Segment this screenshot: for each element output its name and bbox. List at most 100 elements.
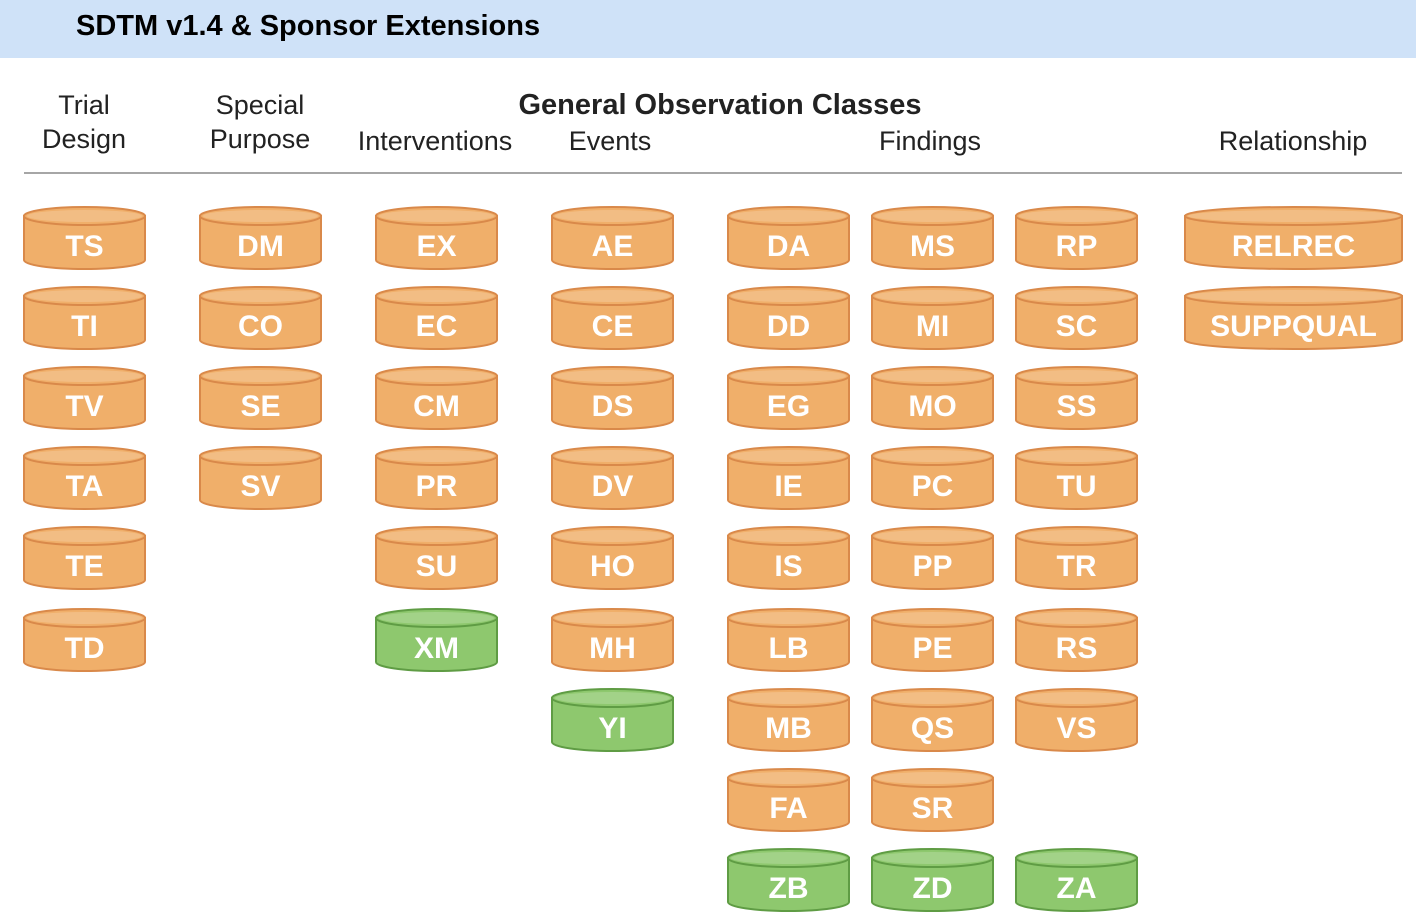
domain-cylinder-dv: DV <box>551 446 674 510</box>
cylinder-top <box>727 688 850 708</box>
cylinder-top-highlight <box>27 210 142 222</box>
domain-cylinder-dd: DD <box>727 286 850 350</box>
cylinder-top <box>871 446 994 466</box>
cylinder-top <box>871 366 994 386</box>
domain-code: CE <box>592 310 634 343</box>
domain-code: SC <box>1056 310 1098 343</box>
cylinder-top <box>1015 848 1138 868</box>
cylinder-top <box>727 768 850 788</box>
domain-cylinder-te: TE <box>23 526 146 590</box>
cylinder-top-highlight <box>379 290 494 302</box>
cylinder-top <box>1015 446 1138 466</box>
cylinder-body <box>23 535 146 590</box>
cylinder-body <box>375 215 498 270</box>
cylinder-body <box>375 295 498 350</box>
domain-code: IS <box>774 550 802 583</box>
domain-code: AE <box>592 230 634 263</box>
cylinder-top <box>1015 608 1138 628</box>
domain-code: ZA <box>1057 872 1097 905</box>
domain-cylinder-yi: YI <box>551 688 674 752</box>
domain-cylinder-zb: ZB <box>727 848 850 912</box>
page-title: SDTM v1.4 & Sponsor Extensions <box>76 10 541 42</box>
domain-cylinder-relrec: RELREC <box>1184 206 1403 270</box>
domain-code: TV <box>65 390 103 423</box>
domain-code: IE <box>774 470 802 503</box>
cylinder-top-highlight <box>875 210 990 222</box>
cylinder-body <box>551 215 674 270</box>
cylinder-body <box>871 535 994 590</box>
header-trial-design-line2: Design <box>41 124 127 154</box>
cylinder-body <box>23 215 146 270</box>
domain-code: SV <box>240 470 280 503</box>
domain-cylinder-mb: MB <box>727 688 850 752</box>
domain-code: TS <box>65 230 103 263</box>
cylinder-top-highlight <box>731 530 846 542</box>
cylinder-top-highlight <box>379 530 494 542</box>
cylinder-top <box>871 768 994 788</box>
domain-code: DA <box>767 230 810 263</box>
domain-code: ZD <box>913 872 953 905</box>
cylinder-body <box>199 375 322 430</box>
cylinder-body <box>871 857 994 912</box>
domain-code: MH <box>589 632 636 665</box>
domain-code: SE <box>240 390 280 423</box>
header-trial-design-line1: Trial <box>58 90 110 120</box>
domain-cylinder-za: ZA <box>1015 848 1138 912</box>
cylinder-top-highlight <box>27 530 142 542</box>
domain-cylinder-se: SE <box>199 366 322 430</box>
cylinder-top <box>551 286 674 306</box>
domain-code: CM <box>413 390 460 423</box>
cylinder-top-highlight <box>875 692 990 704</box>
cylinder-body <box>727 375 850 430</box>
cylinder-top-highlight <box>731 692 846 704</box>
cylinder-top-highlight <box>1188 290 1399 302</box>
cylinder-top <box>23 608 146 628</box>
cylinder-top-highlight <box>731 210 846 222</box>
domain-cylinder-sc: SC <box>1015 286 1138 350</box>
domain-cylinder-ie: IE <box>727 446 850 510</box>
cylinder-body <box>727 697 850 752</box>
cylinder-top-highlight <box>27 450 142 462</box>
cylinder-top-highlight <box>203 210 318 222</box>
cylinder-top-highlight <box>875 852 990 864</box>
header-events: Events <box>568 126 652 156</box>
cylinder-top-highlight <box>555 290 670 302</box>
cylinder-top-highlight <box>731 290 846 302</box>
cylinder-top-highlight <box>875 772 990 784</box>
cylinder-top <box>375 446 498 466</box>
cylinder-body <box>551 535 674 590</box>
cylinder-top <box>1184 206 1403 226</box>
cylinder-top <box>551 608 674 628</box>
cylinder-body <box>1015 857 1138 912</box>
domain-code: QS <box>911 712 954 745</box>
cylinder-top <box>551 688 674 708</box>
domain-code: TU <box>1057 470 1097 503</box>
cylinder-body <box>375 617 498 672</box>
cylinder-body <box>871 617 994 672</box>
domain-code: MS <box>910 230 955 263</box>
cylinder-top <box>375 366 498 386</box>
domain-cylinder-ti: TI <box>23 286 146 350</box>
domain-cylinder-pc: PC <box>871 446 994 510</box>
domain-cylinder-pr: PR <box>375 446 498 510</box>
domain-code: VS <box>1056 712 1096 745</box>
cylinder-top-highlight <box>379 450 494 462</box>
header-special-purpose: Special Purpose <box>190 88 330 156</box>
cylinder-body <box>199 295 322 350</box>
cylinder-body <box>1015 215 1138 270</box>
cylinder-body <box>551 375 674 430</box>
cylinder-top-highlight <box>203 450 318 462</box>
cylinder-top-highlight <box>875 612 990 624</box>
cylinder-body <box>375 455 498 510</box>
domain-code: CO <box>238 310 283 343</box>
cylinder-top <box>1015 206 1138 226</box>
domain-cylinder-suppqual: SUPPQUAL <box>1184 286 1403 350</box>
domain-code: TD <box>65 632 105 665</box>
cylinder-top-highlight <box>1019 852 1134 864</box>
cylinder-top-highlight <box>555 450 670 462</box>
header-interventions: Interventions <box>357 126 513 156</box>
cylinder-top <box>551 206 674 226</box>
cylinder-top <box>727 206 850 226</box>
cylinder-top <box>375 286 498 306</box>
